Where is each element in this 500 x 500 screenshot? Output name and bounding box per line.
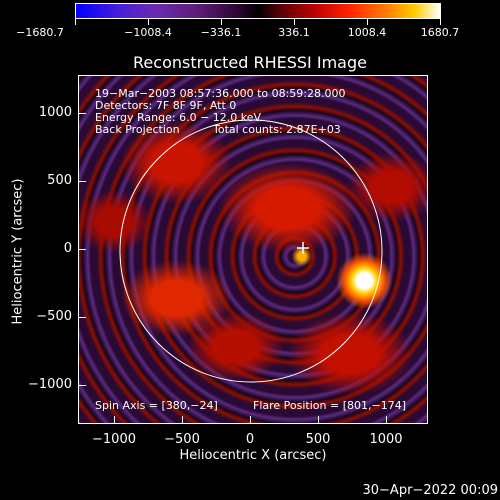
- rhessi-image: 19−Mar−2003 08:57:36.000 to 08:59:28.000…: [78, 75, 428, 424]
- colorbar-label: 1008.4: [347, 26, 387, 39]
- colorbar-tick: [75, 19, 76, 25]
- colorbar-tick: [440, 19, 441, 25]
- solar-limb-overlay: [119, 119, 383, 383]
- total-counts-text: Total counts: 2.87E+03: [213, 123, 341, 136]
- colorbar-tick: [367, 19, 368, 25]
- y-tick-label: 0: [63, 241, 72, 256]
- colorbar-label: −1680.7: [16, 26, 64, 39]
- x-tick: [250, 416, 251, 424]
- colorbar-label: −1008.4: [124, 26, 172, 39]
- time-range-text: 19−Mar−2003 08:57:36.000 to 08:59:28.000: [95, 87, 346, 100]
- detectors-text: Detectors: 7F 8F 9F, Att 0: [95, 99, 237, 112]
- flare-position-text: Flare Position = [801,−174]: [253, 399, 406, 412]
- y-tick: [78, 385, 86, 386]
- x-tick: [182, 416, 183, 424]
- y-tick-label: −1000: [28, 377, 72, 392]
- generation-timestamp: 30−Apr−2022 00:09: [362, 483, 499, 498]
- y-axis-title: Heliocentric Y (arcsec): [10, 178, 26, 325]
- colorbar-label: −336.1: [200, 26, 242, 39]
- method-text: Back Projection: [95, 123, 180, 136]
- x-axis-title: Heliocentric X (arcsec): [179, 448, 327, 463]
- spin-axis-text: Spin Axis = [380,−24]: [95, 399, 218, 412]
- y-tick-label: −500: [36, 309, 72, 324]
- x-tick-label: 0: [245, 432, 255, 447]
- x-tick: [114, 416, 115, 424]
- x-tick-label: −500: [164, 432, 200, 447]
- colorbar-label: 1680.7: [420, 26, 460, 39]
- energy-range-text: Energy Range: 6.0 − 12.0 keV: [95, 111, 262, 124]
- y-tick-label: 500: [47, 173, 72, 188]
- y-tick: [78, 249, 86, 250]
- colorbar: [75, 3, 441, 19]
- x-tick: [318, 416, 319, 424]
- image-title: Reconstructed RHESSI Image: [133, 53, 367, 72]
- colorbar-label: 336.1: [278, 26, 310, 39]
- solar-limb-circle: [119, 119, 383, 383]
- x-tick-label: 1000: [369, 432, 403, 447]
- colorbar-tick: [221, 19, 222, 25]
- y-tick-label: 1000: [38, 105, 72, 120]
- colorbar-tick: [148, 19, 149, 25]
- colorbar-tick: [294, 19, 295, 25]
- x-tick-label: −1000: [92, 432, 136, 447]
- y-tick: [78, 181, 86, 182]
- x-tick: [386, 416, 387, 424]
- x-tick-label: 500: [305, 432, 331, 447]
- y-tick: [78, 113, 86, 114]
- y-tick: [78, 317, 86, 318]
